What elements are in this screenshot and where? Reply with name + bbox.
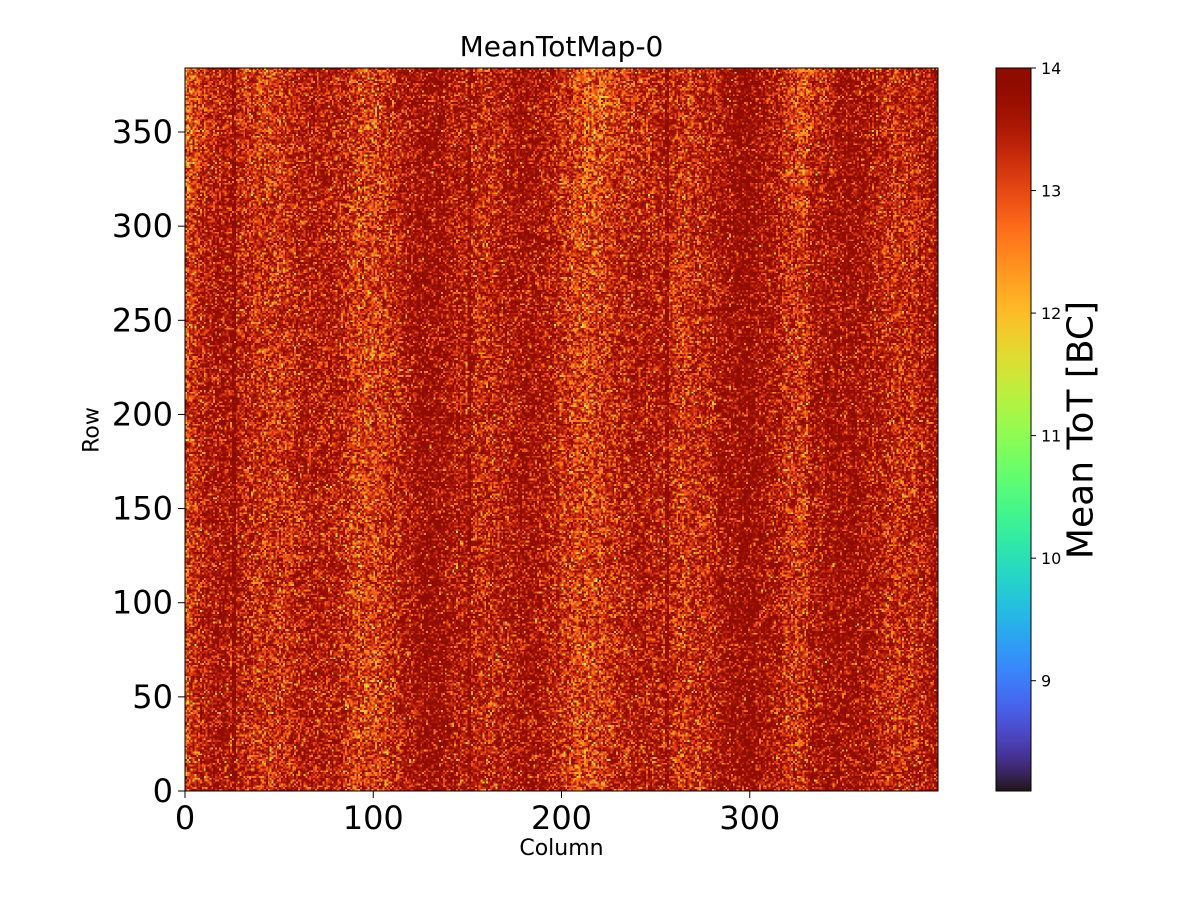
colorbar-tick-label: 14: [1041, 59, 1061, 78]
y-axis-label: Row: [79, 407, 105, 453]
y-tick-label: 150: [112, 490, 173, 528]
y-tick-label: 50: [132, 678, 173, 716]
y-tick-label: 200: [112, 395, 173, 433]
x-tick-label: 200: [531, 799, 592, 837]
colorbar-frame: [995, 67, 1032, 792]
colorbar-tick-label: 11: [1041, 427, 1061, 446]
x-tick-label: 100: [343, 799, 404, 837]
y-tick-label: 350: [112, 113, 173, 151]
colorbar-tick-label: 13: [1041, 182, 1061, 201]
y-tick-label: 0: [153, 772, 173, 810]
y-tick-label: 250: [112, 301, 173, 339]
x-tick-label: 300: [719, 799, 780, 837]
x-axis-label: Column: [519, 836, 604, 861]
plot-frame: [184, 67, 939, 792]
colorbar-gradient: [996, 68, 1031, 791]
chart-title: MeanTotMap-0: [459, 30, 664, 63]
colorbar-tick-label: 12: [1041, 304, 1061, 323]
x-tick-label: 0: [175, 799, 195, 837]
y-tick-label: 100: [112, 584, 173, 622]
colorbar-tick-label: 10: [1041, 549, 1061, 568]
colorbar-label: Mean ToT [BC]: [1060, 300, 1102, 560]
heatmap-image: [185, 68, 938, 791]
y-tick-label: 300: [112, 207, 173, 245]
colorbar-tick-label: 9: [1041, 672, 1051, 691]
